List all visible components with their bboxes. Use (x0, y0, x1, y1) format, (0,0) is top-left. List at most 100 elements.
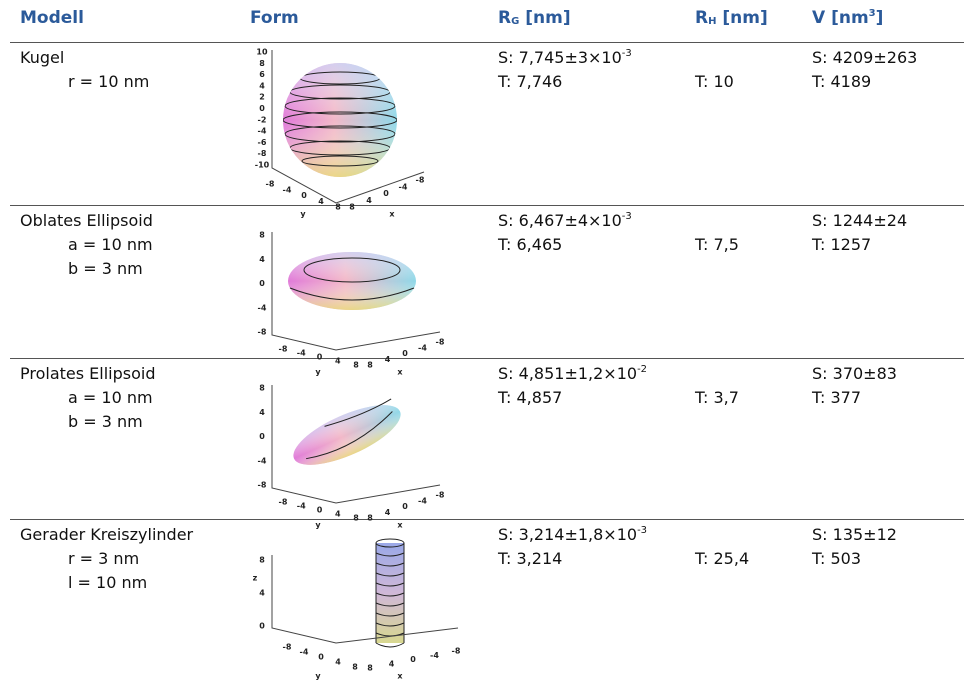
cell-line: r = 3 nm (68, 547, 139, 571)
plot-axis-label: 2 (259, 93, 265, 102)
model-name: Oblates Ellipsoid (20, 211, 153, 230)
plot-axis-label: -8 (416, 176, 425, 185)
plot-axes (271, 385, 441, 504)
cell-line: S: 135±12 (812, 523, 897, 547)
theoretical-value: T: 3,7 (695, 388, 739, 407)
cell-line: S: 370±83 (812, 362, 897, 386)
cell-line: T: 7,746 (498, 70, 562, 94)
plot-axis-label: 4 (259, 81, 265, 90)
header-text: R (695, 8, 709, 28)
oblate-ellipsoid (288, 252, 416, 310)
plot-axis-label: 4 (366, 196, 372, 205)
plot-axis-label: 8 (352, 663, 358, 672)
plot-axis-label: -8 (436, 491, 445, 500)
plot-axis-label: 4 (335, 658, 341, 667)
plot-axis-label: 0 (259, 622, 265, 631)
plot-axis-label: 8 (367, 514, 373, 523)
cell-line: a = 10 nm (68, 233, 153, 257)
plot-axis-label: x (389, 210, 395, 219)
plot-axis-label: 8 (335, 203, 341, 212)
plot-axis-label: 4 (335, 357, 341, 366)
exponent: -3 (621, 48, 632, 59)
plot-axis-label: 4 (259, 408, 265, 417)
plot-axes (271, 232, 441, 351)
plot-axis-label: 0 (383, 189, 389, 198)
cell-line: T: 377 (812, 386, 861, 410)
plot-axis-label: x (397, 672, 403, 681)
header-text: ] (875, 8, 884, 28)
cell-line: T: 3,214 (498, 547, 562, 571)
plot-axis-label: 8 (353, 361, 359, 370)
row-rule (10, 205, 964, 206)
plot-axis-label: -4 (258, 303, 267, 312)
cell-line: Kugel (20, 46, 64, 70)
plot-axis-label: 8 (353, 514, 359, 523)
header-cell: RG [nm] (498, 6, 571, 30)
plot-axis-label: 8 (259, 59, 265, 68)
plot-axis-label: 8 (367, 664, 373, 673)
model-parameter: a = 10 nm (68, 235, 153, 254)
cylinder (375, 538, 405, 648)
plot-axis-label: -4 (418, 343, 427, 352)
header-subscript: H (708, 16, 717, 27)
cell-line: S: 3,214±1,8×10-3 (498, 523, 647, 547)
plot-axis-label: -8 (279, 345, 288, 354)
header-cell: Form (250, 6, 299, 30)
plot-axis-label: x (397, 368, 403, 377)
plot-axis-label: -4 (430, 651, 439, 660)
cell-line: T: 6,465 (498, 233, 562, 257)
exponent: -3 (621, 211, 632, 222)
cell-line: l = 10 nm (68, 571, 147, 595)
cell-line: b = 3 nm (68, 410, 143, 434)
model-parameter: l = 10 nm (68, 573, 148, 592)
header-cell: V [nm3] (812, 6, 883, 30)
row-rule (10, 519, 964, 520)
plot-axis-label: -8 (258, 481, 267, 490)
cell-line: S: 7,745±3×10-3 (498, 46, 632, 70)
cell-line: T: 3,7 (695, 386, 739, 410)
plot-axis-label: -4 (418, 496, 427, 505)
header-text: Modell (20, 8, 84, 28)
plot-axes (271, 555, 459, 644)
plot-axis-label: -8 (266, 180, 275, 189)
plot-axis-label: -8 (452, 647, 461, 656)
plot-axis-label: 4 (389, 659, 395, 668)
theoretical-value: T: 10 (695, 72, 734, 91)
plot-axis-label: -8 (436, 338, 445, 347)
plot-axis-label: -8 (279, 498, 288, 507)
header-text: V [nm (812, 8, 869, 28)
plot-axis-label: -10 (255, 161, 270, 170)
plot-axis-label: -4 (399, 182, 408, 191)
prolate-ellipsoid (293, 398, 401, 465)
plot-axis-label: 8 (259, 384, 265, 393)
simulated-value: S: 4,851±1,2×10 (498, 364, 638, 383)
theoretical-value: T: 6,465 (498, 235, 563, 254)
theoretical-value: T: 7,5 (695, 235, 739, 254)
plot-axis-label: 8 (367, 361, 373, 370)
plot-axis-label: 10 (256, 48, 268, 57)
cell-line: Oblates Ellipsoid (20, 209, 153, 233)
sphere (283, 63, 397, 177)
model-parameter: r = 3 nm (68, 549, 140, 568)
plot-axis-label: 4 (385, 355, 391, 364)
theoretical-value: T: 377 (812, 388, 862, 407)
cell-line: T: 25,4 (695, 547, 749, 571)
cell-line: T: 7,5 (695, 233, 739, 257)
header-cell: Modell (20, 6, 84, 30)
plot-axis-label: y (315, 521, 321, 530)
simulated-value: S: 6,467±4×10 (498, 211, 622, 230)
cell-line: T: 4,857 (498, 386, 562, 410)
plot-axis-label: -4 (300, 648, 309, 657)
plot-axis-label: 4 (318, 197, 324, 206)
plot-axis-label: -8 (283, 643, 292, 652)
cell-line: Gerader Kreiszylinder (20, 523, 193, 547)
header-subscript: G (511, 16, 520, 27)
theoretical-value: T: 4189 (812, 72, 872, 91)
exponent: -3 (637, 525, 648, 536)
header-rule (10, 42, 964, 43)
plot-axes (271, 50, 425, 204)
plot-axis-label: -2 (258, 115, 267, 124)
plot-axis-label: x (397, 521, 403, 530)
model-parameter: r = 10 nm (68, 72, 150, 91)
